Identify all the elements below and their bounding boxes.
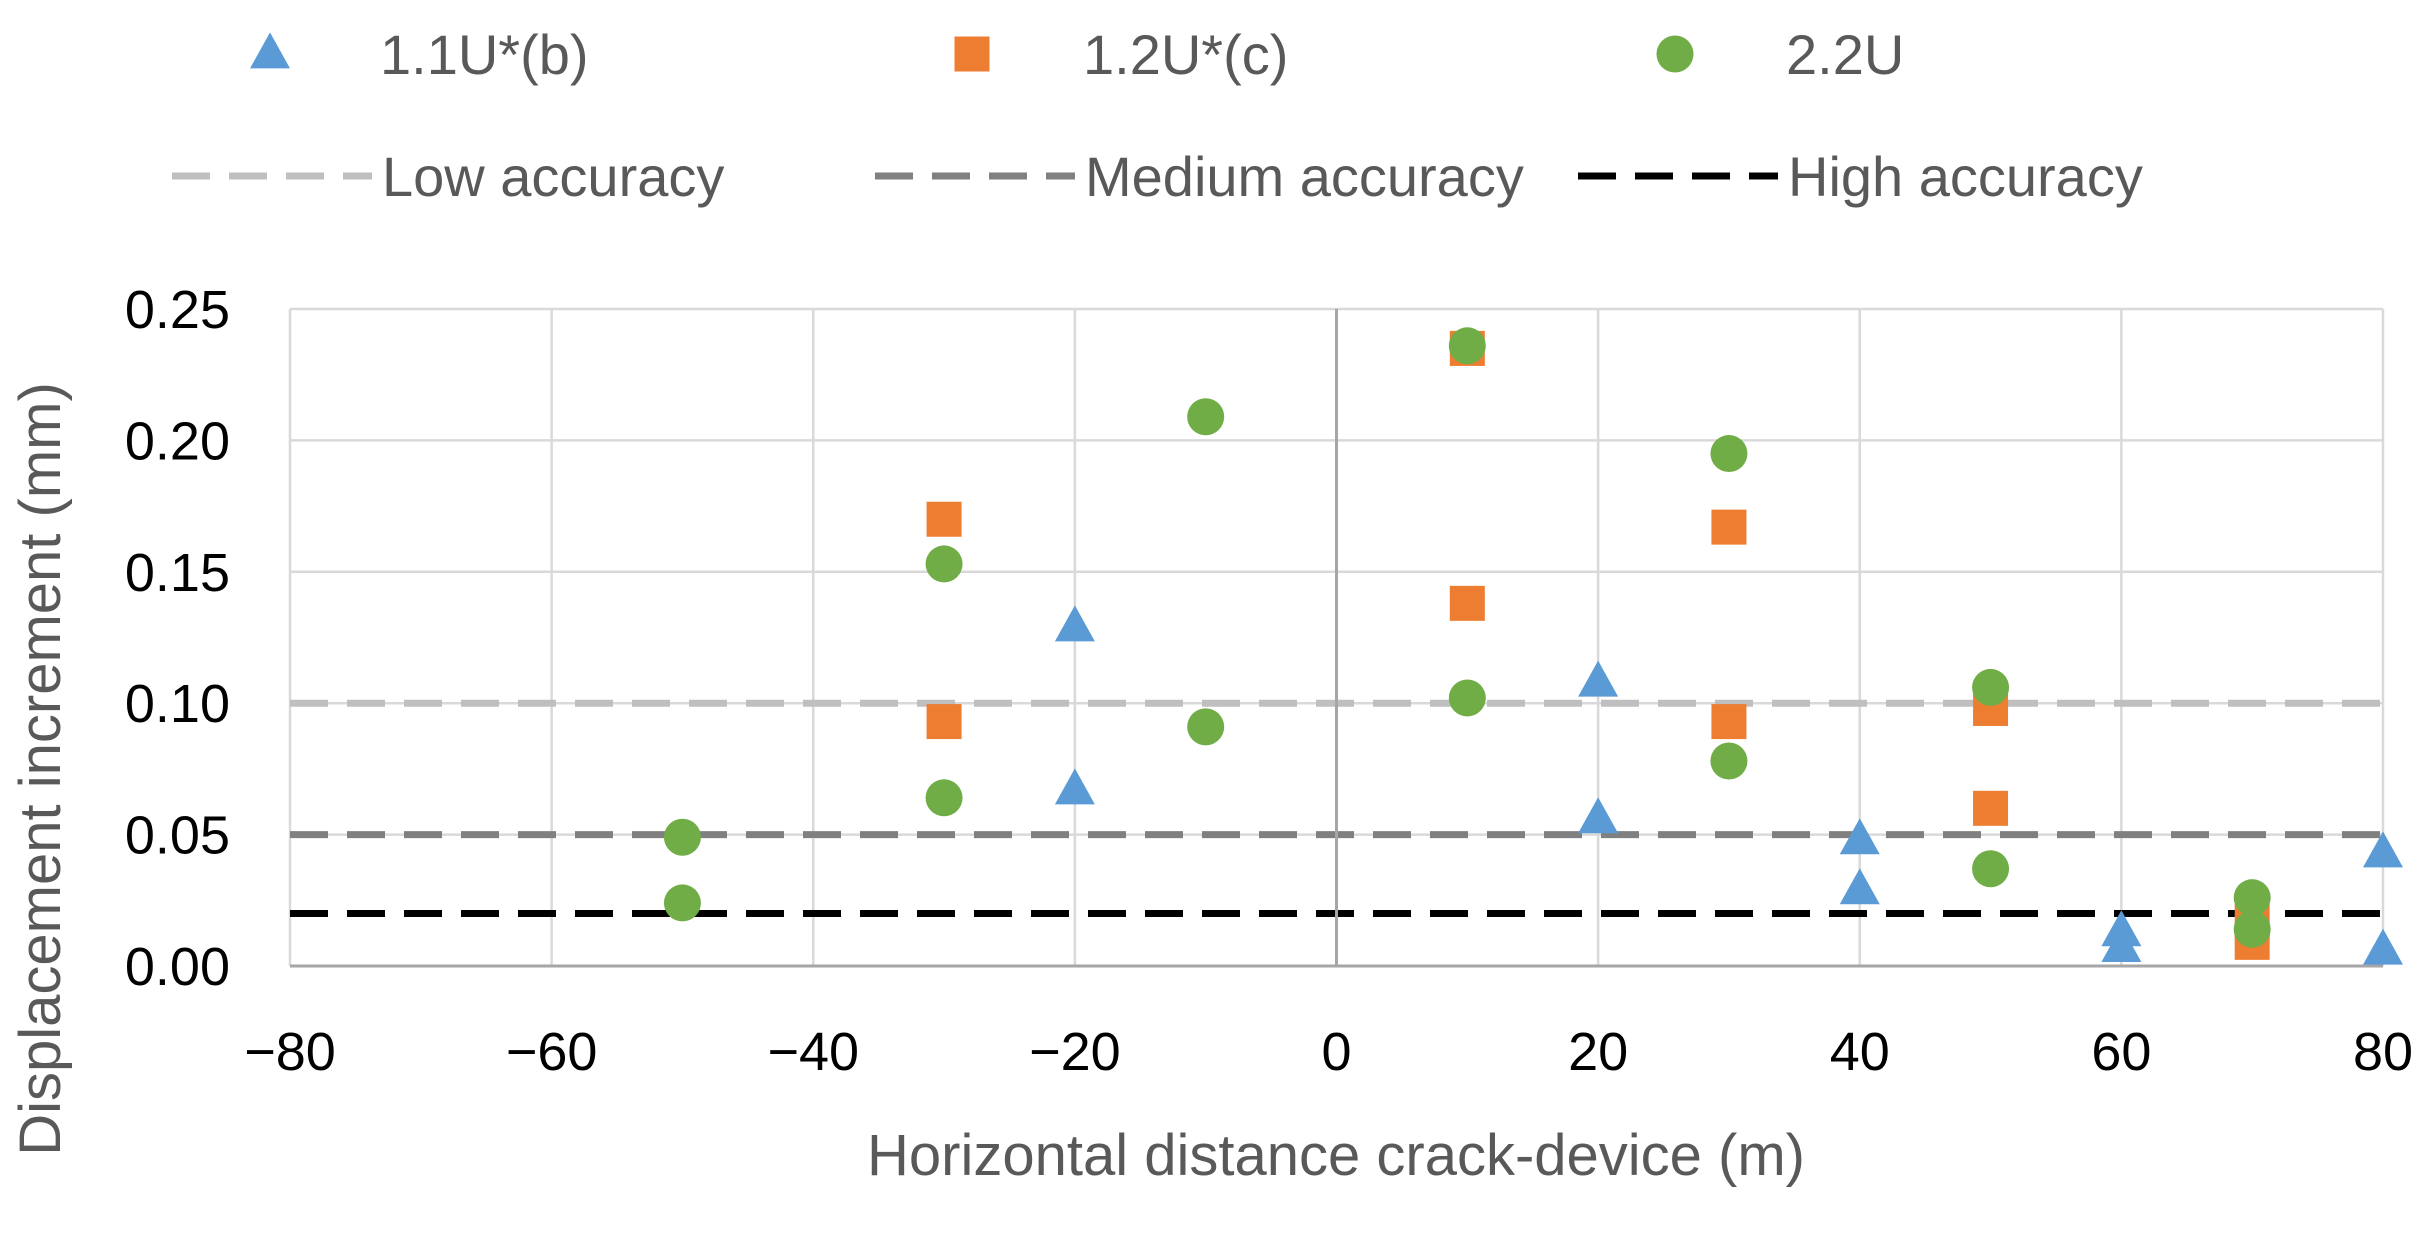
data-point — [2233, 910, 2271, 948]
data-point — [663, 884, 701, 922]
x-tick-label: 20 — [1568, 1022, 1628, 1082]
data-point — [925, 779, 963, 817]
y-tick-label: 0.25 — [125, 280, 230, 340]
legend-label: High accuracy — [1788, 145, 2143, 208]
data-point — [1972, 850, 2010, 888]
x-tick-label: 0 — [1321, 1022, 1351, 1082]
x-tick-label: 40 — [1830, 1022, 1890, 1082]
data-point — [1711, 704, 1747, 740]
data-point — [1578, 660, 1619, 697]
data-point — [2101, 926, 2142, 963]
data-point — [1578, 797, 1619, 834]
x-tick-label: −60 — [506, 1022, 598, 1082]
data-point — [1187, 398, 1225, 436]
legend-marker — [1656, 35, 1694, 73]
data-point — [1054, 768, 1095, 805]
data-point — [1972, 668, 2010, 706]
data-point — [1449, 585, 1485, 621]
data-point — [925, 545, 963, 583]
data-points — [663, 327, 2403, 965]
legend-label: 2.2U — [1786, 23, 1904, 86]
legend-marker — [250, 32, 290, 69]
y-tick-label: 0.10 — [125, 674, 230, 734]
data-point — [2233, 879, 2271, 917]
y-tick-label: 0.15 — [125, 543, 230, 603]
data-point — [1187, 708, 1225, 746]
y-tick-label: 0.00 — [125, 937, 230, 997]
x-axis-label: Horizontal distance crack-device (m) — [867, 1123, 1805, 1188]
data-point — [1054, 605, 1095, 642]
data-point — [1711, 509, 1747, 545]
legend-marker — [954, 36, 990, 72]
legend-label: 1.2U*(c) — [1083, 23, 1288, 86]
data-point — [926, 501, 962, 537]
data-point — [1973, 790, 2009, 826]
data-point — [2363, 831, 2403, 868]
y-axis-label: Displacement increment (mm) — [8, 382, 73, 1156]
data-point — [1710, 742, 1748, 780]
data-point — [1710, 435, 1748, 473]
legend-label: Low accuracy — [382, 145, 724, 208]
data-point — [1839, 868, 1880, 905]
data-point — [2363, 928, 2403, 965]
x-tick-label: 80 — [2353, 1022, 2413, 1082]
legend-label: Medium accuracy — [1085, 145, 1524, 208]
legend: 1.1U*(b) 1.2U*(c) 2.2U Low accuracy Medium a… — [172, 23, 2143, 208]
data-point — [663, 818, 701, 856]
data-point — [926, 704, 962, 740]
x-tick-label: 60 — [2091, 1022, 2151, 1082]
legend-label: 1.1U*(b) — [380, 23, 589, 86]
y-tick-label: 0.05 — [125, 806, 230, 866]
x-tick-label: −40 — [767, 1022, 859, 1082]
data-point — [1448, 679, 1486, 717]
x-tick-label: −20 — [1029, 1022, 1121, 1082]
x-tick-label: −80 — [244, 1022, 336, 1082]
y-tick-label: 0.20 — [125, 411, 230, 471]
data-point — [1839, 818, 1880, 855]
axes: −80 −60 −40 −20 0 20 40 60 80 0.00 0.05 0.10 0.15 0.2… — [125, 280, 2413, 1082]
data-point — [1448, 327, 1486, 365]
